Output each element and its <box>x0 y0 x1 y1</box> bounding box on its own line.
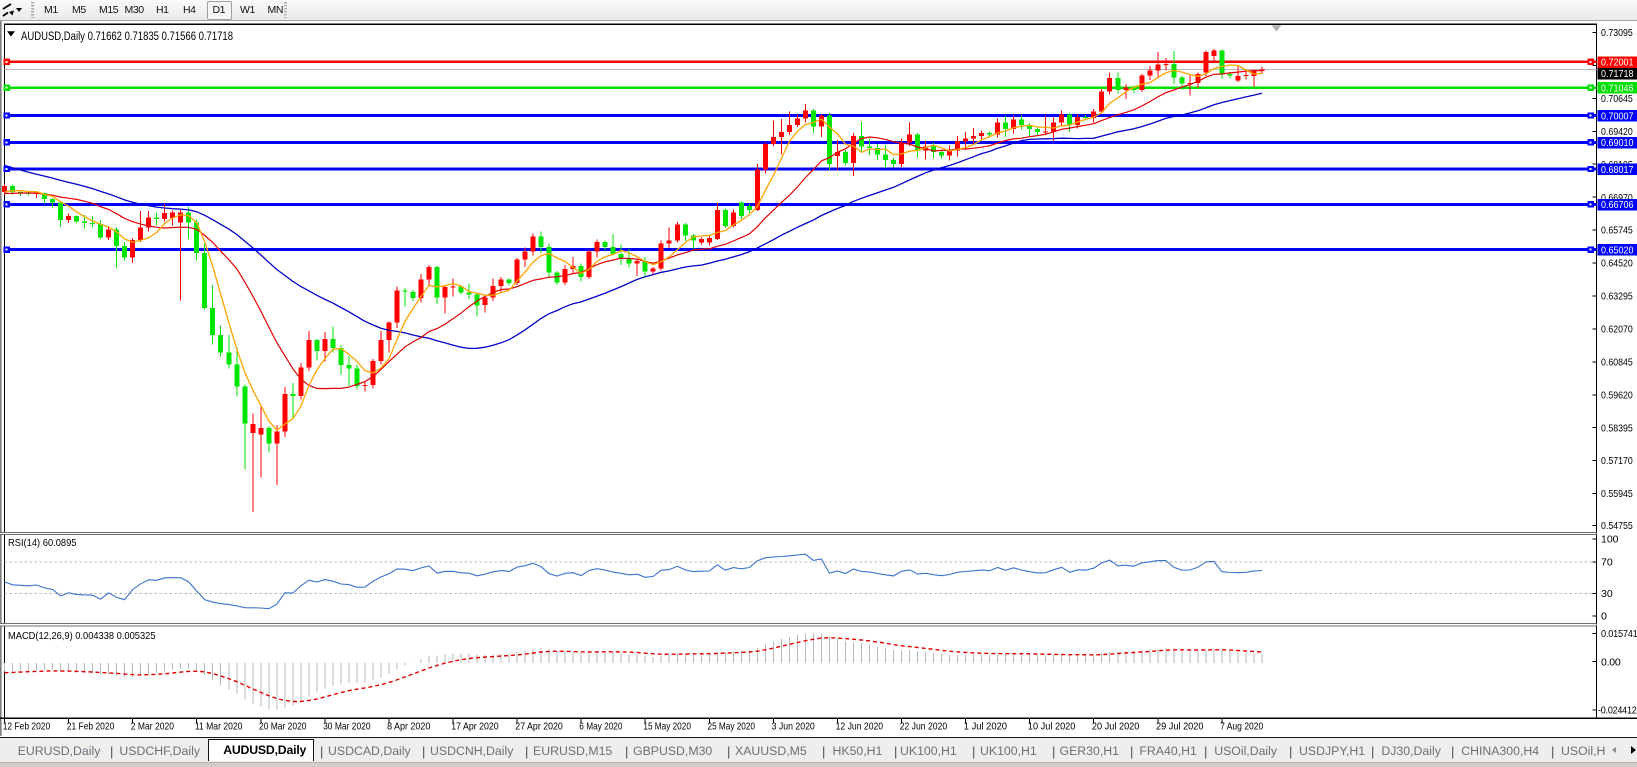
svg-text:0.66706: 0.66706 <box>1601 199 1634 211</box>
svg-text:8 Apr 2020: 8 Apr 2020 <box>387 721 430 733</box>
svg-text:RSI(14) 60.0895: RSI(14) 60.0895 <box>8 537 77 549</box>
svg-text:0.73095: 0.73095 <box>1601 27 1633 39</box>
svg-text:0.54755: 0.54755 <box>1601 520 1633 532</box>
svg-text:0.60845: 0.60845 <box>1601 356 1633 368</box>
svg-text:0.59620: 0.59620 <box>1601 389 1633 401</box>
svg-text:10 Jul 2020: 10 Jul 2020 <box>1028 721 1076 733</box>
svg-text:0.68017: 0.68017 <box>1601 164 1634 176</box>
svg-text:0.62070: 0.62070 <box>1601 324 1633 336</box>
svg-text:0: 0 <box>1601 611 1607 623</box>
svg-text:11 Mar 2020: 11 Mar 2020 <box>195 721 243 733</box>
svg-text:0.64520: 0.64520 <box>1601 258 1633 270</box>
svg-text:0.58395: 0.58395 <box>1601 422 1633 434</box>
svg-text:0.00: 0.00 <box>1601 656 1621 668</box>
svg-text:30 Mar 2020: 30 Mar 2020 <box>323 721 371 733</box>
svg-text:17 Apr 2020: 17 Apr 2020 <box>451 721 499 733</box>
svg-text:0.015741: 0.015741 <box>1601 628 1637 640</box>
svg-text:7 Aug 2020: 7 Aug 2020 <box>1220 721 1263 733</box>
svg-text:0.63295: 0.63295 <box>1601 291 1633 303</box>
svg-text:20 Jul 2020: 20 Jul 2020 <box>1092 721 1140 733</box>
svg-text:21 Feb 2020: 21 Feb 2020 <box>67 721 115 733</box>
svg-text:100: 100 <box>1601 534 1619 546</box>
svg-text:0.69010: 0.69010 <box>1601 137 1634 149</box>
svg-text:22 Jun 2020: 22 Jun 2020 <box>900 721 948 733</box>
svg-text:0.65745: 0.65745 <box>1601 225 1633 237</box>
svg-text:25 May 2020: 25 May 2020 <box>708 721 756 733</box>
svg-text:12 Jun 2020: 12 Jun 2020 <box>836 721 884 733</box>
svg-text:27 Apr 2020: 27 Apr 2020 <box>515 721 563 733</box>
svg-text:0.72001: 0.72001 <box>1601 57 1634 69</box>
svg-text:20 Mar 2020: 20 Mar 2020 <box>259 721 307 733</box>
svg-text:0.71718: 0.71718 <box>1601 68 1634 80</box>
svg-text:0.57170: 0.57170 <box>1601 455 1633 467</box>
svg-text:6 May 2020: 6 May 2020 <box>579 721 622 733</box>
svg-text:2 Mar 2020: 2 Mar 2020 <box>131 721 174 733</box>
svg-text:0.65020: 0.65020 <box>1601 244 1634 256</box>
svg-text:MACD(12,26,9) 0.004338 0.00532: MACD(12,26,9) 0.004338 0.005325 <box>8 630 156 642</box>
svg-text:15 May 2020: 15 May 2020 <box>643 721 691 733</box>
svg-text:0.55945: 0.55945 <box>1601 488 1633 500</box>
svg-text:70: 70 <box>1601 557 1613 569</box>
svg-text:AUDUSD,Daily 0.71662 0.71835: AUDUSD,Daily 0.71662 0.71835 0.71566 0.7… <box>21 31 233 43</box>
svg-text:3 Jun 2020: 3 Jun 2020 <box>772 721 815 733</box>
svg-text:-0.024412: -0.024412 <box>1598 705 1637 717</box>
svg-text:1 Jul 2020: 1 Jul 2020 <box>964 721 1007 733</box>
svg-text:0.71046: 0.71046 <box>1601 82 1634 94</box>
svg-text:0.69420: 0.69420 <box>1601 126 1633 138</box>
svg-text:0.70645: 0.70645 <box>1601 93 1633 105</box>
svg-text:0.70007: 0.70007 <box>1601 110 1634 122</box>
svg-text:29 Jul 2020: 29 Jul 2020 <box>1156 721 1204 733</box>
svg-text:30: 30 <box>1601 588 1613 600</box>
svg-text:12 Feb 2020: 12 Feb 2020 <box>3 721 51 733</box>
